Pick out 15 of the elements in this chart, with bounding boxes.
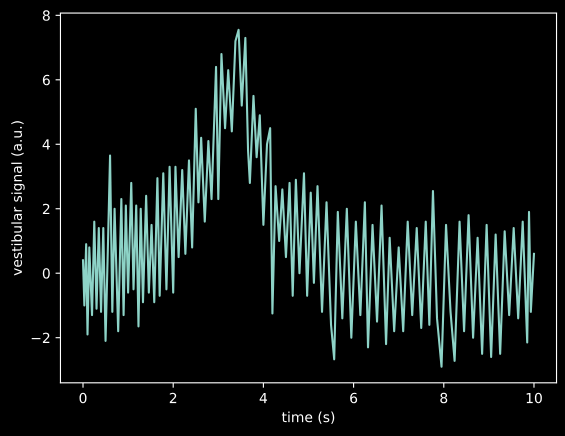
y-tick-label: 0 bbox=[42, 268, 50, 279]
x-tick-label: 2 bbox=[170, 392, 176, 404]
x-tick-label: 4 bbox=[260, 392, 268, 404]
x-tick-label: 6 bbox=[350, 392, 358, 404]
y-tick-label: 8 bbox=[42, 10, 50, 21]
line-series bbox=[82, 28, 536, 368]
x-tick-label: 8 bbox=[440, 392, 448, 404]
x-tick-label: 10 bbox=[526, 392, 542, 404]
x-axis-title: time (s) bbox=[282, 412, 334, 424]
x-tick-label: 0 bbox=[80, 392, 86, 404]
y-axis-title: vestibular signal (a.u.) bbox=[11, 121, 25, 276]
y-tick-label: −2 bbox=[32, 332, 50, 343]
y-tick-label: 2 bbox=[42, 204, 50, 214]
y-tick-label: 4 bbox=[42, 139, 50, 150]
y-tick-label: 6 bbox=[42, 74, 50, 86]
